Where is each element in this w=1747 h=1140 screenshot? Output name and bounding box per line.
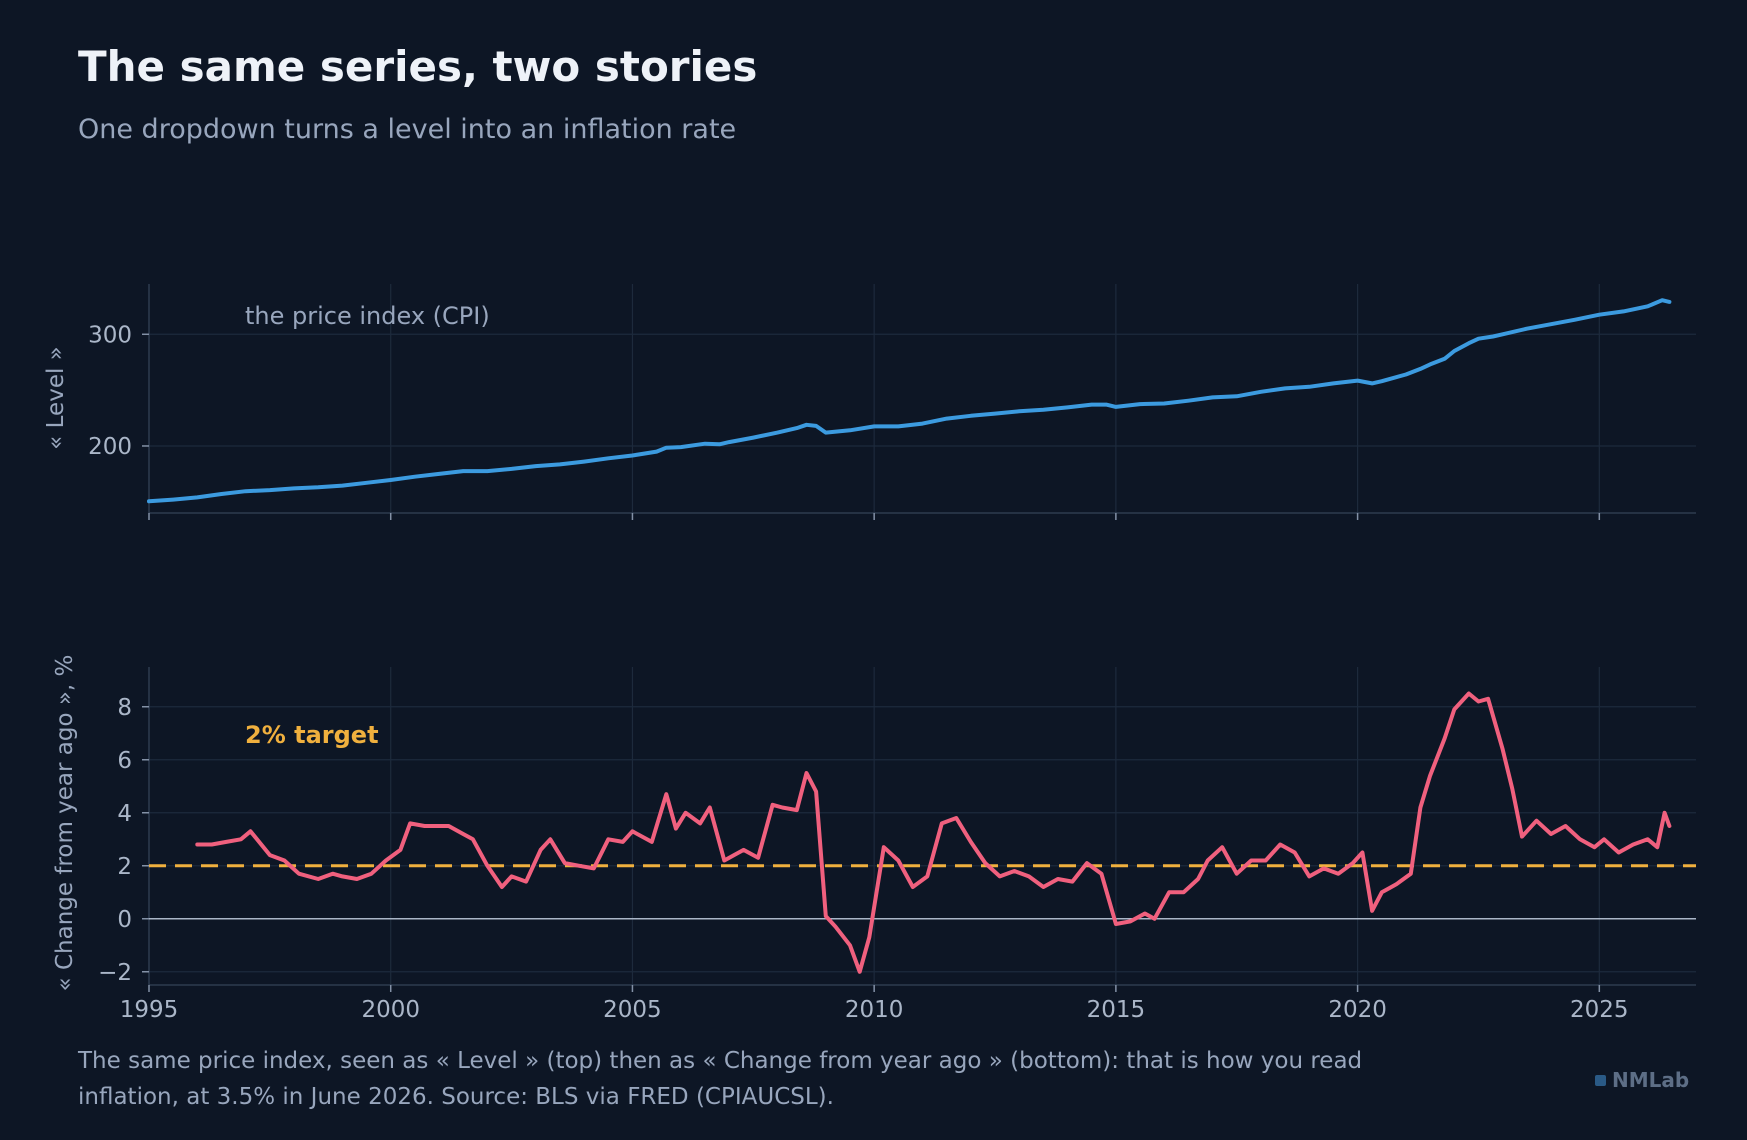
change-x-tick-label: 2025 xyxy=(1570,997,1629,1023)
change-y-tick-label: 8 xyxy=(117,695,132,721)
change-x-tick-label: 2000 xyxy=(361,997,420,1023)
level-ticks: 200 300 xyxy=(88,322,1601,520)
change-series-line xyxy=(195,691,1672,974)
change-y-axis-label: « Change from year ago », % xyxy=(52,655,78,992)
change-gridlines xyxy=(148,667,1696,985)
change-y-tick-label: 6 xyxy=(117,748,132,774)
brand-logo: NMLab xyxy=(1595,1068,1689,1092)
change-ticks: 1995 2000 2005 2010 2015 2020 2025 −2 0 2 4 6 8 xyxy=(98,695,1628,1023)
change-x-tick-label: 1995 xyxy=(120,997,179,1023)
change-x-tick-label: 2010 xyxy=(845,997,904,1023)
brand-mark-icon xyxy=(1595,1075,1606,1086)
level-annotation: the price index (CPI) xyxy=(245,302,490,330)
change-panel: 1995 2000 2005 2010 2015 2020 2025 −2 0 2 4 6 8 2% t… xyxy=(52,655,1696,1023)
change-y-tick-label: −2 xyxy=(98,960,132,986)
change-y-tick-label: 4 xyxy=(117,801,132,827)
change-y-tick-label: 2 xyxy=(117,854,132,880)
level-y-tick-label: 200 xyxy=(88,434,132,460)
page-title: The same series, two stories xyxy=(78,42,758,91)
change-x-tick-label: 2015 xyxy=(1087,997,1146,1023)
level-y-axis-label: « Level » xyxy=(43,346,69,449)
level-panel: 200 300 the price index (CPI) « Level » xyxy=(43,284,1696,520)
change-y-tick-label: 0 xyxy=(117,907,132,933)
change-x-tick-label: 2020 xyxy=(1328,997,1387,1023)
level-series-line xyxy=(147,298,1672,504)
level-y-tick-label: 300 xyxy=(88,322,132,348)
chart-caption: The same price index, seen as « Level » … xyxy=(78,1048,1363,1110)
level-gridlines xyxy=(148,284,1696,513)
change-x-tick-label: 2005 xyxy=(603,997,662,1023)
target-annotation: 2% target xyxy=(245,721,379,749)
page-subtitle: One dropdown turns a level into an infla… xyxy=(78,114,737,145)
brand-name: NMLab xyxy=(1612,1068,1690,1092)
